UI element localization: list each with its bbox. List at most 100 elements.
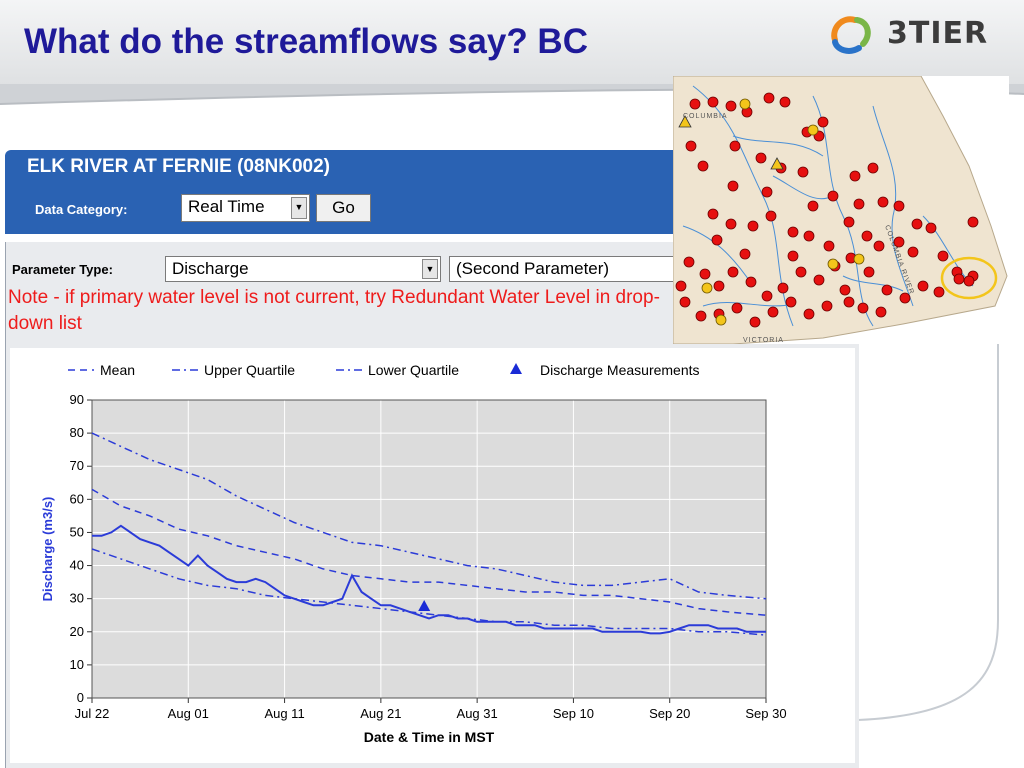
series-line-discharge bbox=[92, 524, 766, 635]
station-dot bbox=[877, 196, 889, 208]
station-dot bbox=[967, 216, 979, 228]
station-name: ELK RIVER AT FERNIE (08NK002) bbox=[27, 156, 330, 177]
x-tick-label: Aug 21 bbox=[360, 706, 401, 721]
station-dot bbox=[839, 284, 851, 296]
legend-label: Discharge Measurements bbox=[540, 362, 700, 378]
series-line-upper-quartile bbox=[91, 432, 767, 600]
y-axis-label: Discharge (m3/s) bbox=[40, 497, 55, 602]
station-dot bbox=[917, 280, 929, 292]
station-dot bbox=[749, 316, 761, 328]
station-dot bbox=[761, 186, 773, 198]
legend-marker bbox=[510, 363, 522, 374]
y-tick-label: 90 bbox=[70, 392, 84, 407]
map-river bbox=[842, 275, 904, 292]
station-dot bbox=[821, 300, 833, 312]
station-dot bbox=[763, 92, 775, 104]
station-dot bbox=[745, 276, 757, 288]
station-dot bbox=[853, 198, 865, 210]
second-parameter-select[interactable]: (Second Parameter) bbox=[449, 256, 675, 282]
station-dot bbox=[787, 226, 799, 238]
station-dot bbox=[963, 275, 975, 287]
station-triangle bbox=[678, 115, 692, 128]
station-dot bbox=[857, 302, 869, 314]
station-dot-alt bbox=[701, 282, 713, 294]
station-dot bbox=[795, 266, 807, 278]
station-dot bbox=[685, 140, 697, 152]
station-dot bbox=[893, 200, 905, 212]
station-dot bbox=[713, 280, 725, 292]
station-dot bbox=[849, 170, 861, 182]
station-dot bbox=[707, 208, 719, 220]
station-dot bbox=[807, 200, 819, 212]
station-dot bbox=[695, 310, 707, 322]
station-dot bbox=[787, 250, 799, 262]
station-dot bbox=[747, 220, 759, 232]
map-river bbox=[692, 85, 794, 327]
station-dot bbox=[817, 116, 829, 128]
station-dot bbox=[843, 296, 855, 308]
station-dot bbox=[675, 280, 687, 292]
station-dot-alt bbox=[827, 258, 839, 270]
station-dot bbox=[765, 210, 777, 222]
station-dot bbox=[933, 286, 945, 298]
parameter-select[interactable]: Discharge ▼ bbox=[165, 256, 441, 282]
station-dot bbox=[843, 216, 855, 228]
station-dot bbox=[813, 274, 825, 286]
station-dot bbox=[731, 302, 743, 314]
chevron-down-icon: ▼ bbox=[291, 197, 307, 219]
go-button[interactable]: Go bbox=[316, 194, 371, 222]
station-dot bbox=[779, 96, 791, 108]
station-dot bbox=[725, 100, 737, 112]
station-dot bbox=[761, 290, 773, 302]
x-tick-label: Aug 11 bbox=[264, 706, 304, 721]
map-label: COLUMBIA bbox=[683, 113, 728, 120]
station-dot-alt bbox=[853, 253, 865, 265]
station-dot bbox=[797, 166, 809, 178]
station-dot bbox=[925, 222, 937, 234]
water-level-note: Note - if primary water level is not cur… bbox=[8, 287, 660, 334]
x-axis-label: Date & Time in MST bbox=[364, 729, 495, 745]
station-dot bbox=[785, 296, 797, 308]
x-tick-label: Sep 30 bbox=[745, 706, 786, 721]
data-category-select[interactable]: Real Time ▼ bbox=[181, 194, 310, 222]
legend-label: Lower Quartile bbox=[368, 362, 459, 378]
station-dot bbox=[867, 162, 879, 174]
chevron-down-icon: ▼ bbox=[422, 259, 438, 279]
x-tick-label: Aug 31 bbox=[457, 706, 498, 721]
chart-legend: Mean Upper Quartile Lower Quartile Discharg… bbox=[68, 362, 700, 378]
station-dot bbox=[777, 282, 789, 294]
slide-header bbox=[0, 0, 1024, 85]
station-dot bbox=[803, 308, 815, 320]
discharge-chart: 0 10 20 30 40 50 60 70 80 90 Jul 22 Aug 01 Aug 11 Aug… bbox=[10, 348, 855, 763]
station-dot bbox=[899, 292, 911, 304]
map-river bbox=[682, 225, 754, 287]
map-river bbox=[732, 135, 824, 157]
station-dot bbox=[893, 236, 905, 248]
plot-area bbox=[91, 399, 767, 699]
x-tick-label: Sep 10 bbox=[553, 706, 594, 721]
station-dot bbox=[911, 218, 923, 230]
data-category-value: Real Time bbox=[188, 197, 265, 216]
y-tick-label: 50 bbox=[70, 524, 84, 539]
station-dot bbox=[881, 284, 893, 296]
station-dot bbox=[739, 248, 751, 260]
second-parameter-value: (Second Parameter) bbox=[456, 259, 610, 278]
station-dot bbox=[937, 250, 949, 262]
logo-text: 3TIER bbox=[887, 16, 989, 51]
station-dot bbox=[725, 218, 737, 230]
station-dot bbox=[803, 230, 815, 242]
legend-label: Upper Quartile bbox=[204, 362, 295, 378]
y-tick-label: 30 bbox=[70, 591, 84, 606]
map-river bbox=[702, 301, 794, 307]
parameter-value: Discharge bbox=[172, 259, 249, 278]
station-dot bbox=[707, 96, 719, 108]
station-dot bbox=[727, 180, 739, 192]
data-category-label: Data Category: bbox=[35, 202, 128, 217]
station-dot-alt bbox=[739, 98, 751, 110]
y-tick-label: 60 bbox=[70, 491, 84, 506]
map-river bbox=[872, 105, 914, 307]
station-dot bbox=[711, 234, 723, 246]
x-tick-label: Jul 22 bbox=[75, 706, 110, 721]
station-dot bbox=[679, 296, 691, 308]
station-dot bbox=[873, 240, 885, 252]
